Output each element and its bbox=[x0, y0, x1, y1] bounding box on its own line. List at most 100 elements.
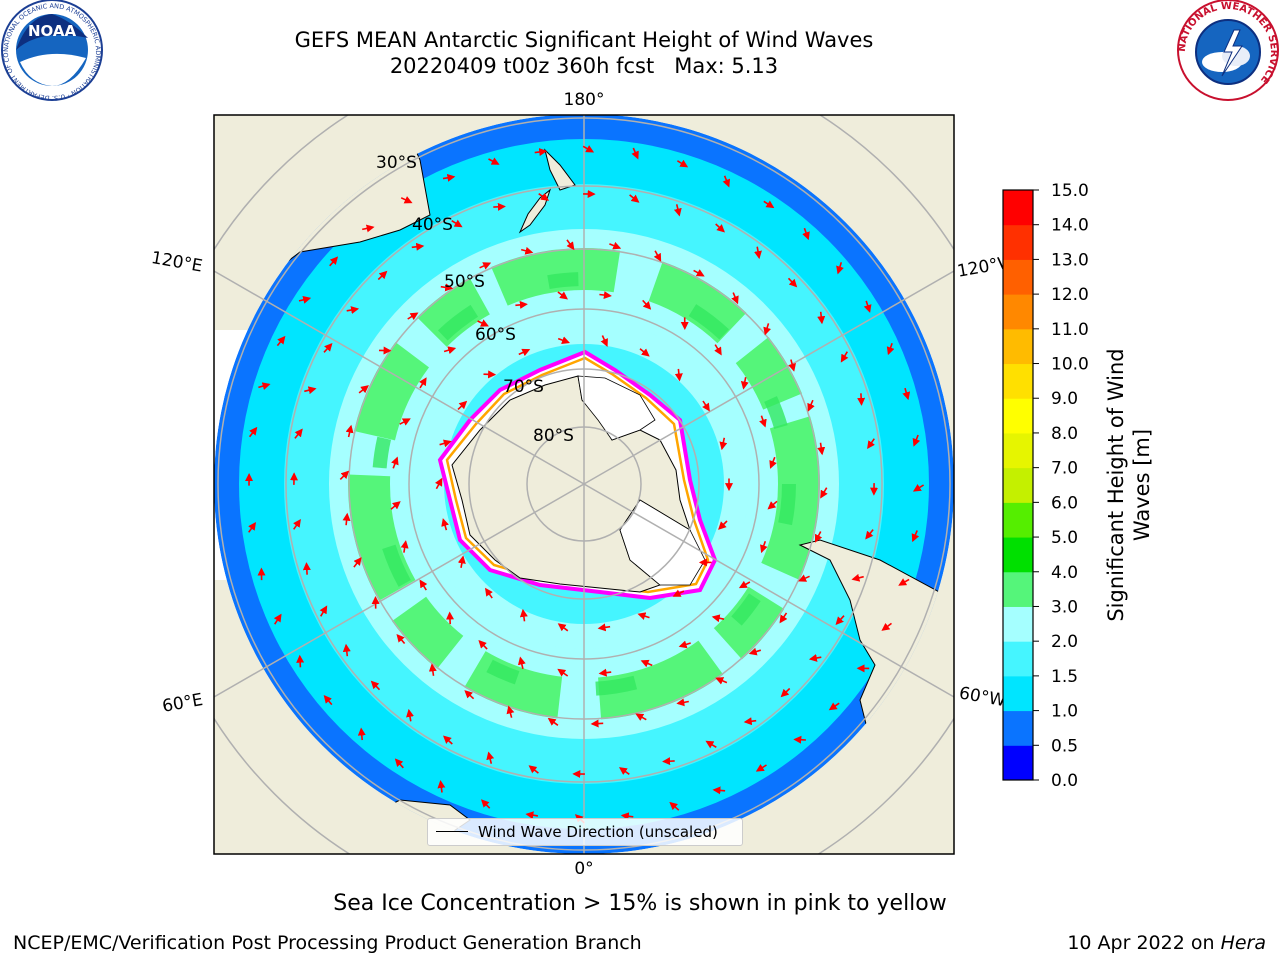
wave-direction-arrow bbox=[525, 811, 539, 820]
wave-direction-arrow bbox=[807, 399, 815, 412]
lon-label-0: 0° bbox=[574, 859, 593, 879]
wave-direction-arrow bbox=[629, 194, 640, 203]
wave-direction-arrow bbox=[390, 501, 401, 510]
wave-direction-arrow bbox=[711, 614, 725, 623]
lat-label-80s: 80°S bbox=[533, 426, 574, 446]
wave-direction-arrow bbox=[353, 557, 362, 568]
map-legend: Wind Wave Direction (unscaled) bbox=[427, 818, 743, 846]
wave-direction-arrow bbox=[719, 437, 728, 451]
wave-direction-arrow bbox=[486, 751, 495, 764]
lat-label-40s: 40°S bbox=[412, 215, 453, 235]
lon-label-180: 180° bbox=[564, 90, 605, 110]
wave-direction-arrow bbox=[673, 204, 682, 217]
wave-direction-arrow bbox=[631, 147, 639, 160]
wave-direction-arrow bbox=[759, 415, 767, 428]
new-zealand-north bbox=[544, 148, 576, 191]
wave-direction-arrow bbox=[557, 623, 569, 632]
wave-direction-arrow bbox=[480, 799, 491, 809]
credit-text: NCEP/EMC/Verification Post Processing Pr… bbox=[13, 932, 642, 954]
colorbar-swatch bbox=[1003, 745, 1033, 781]
wave-direction-arrow bbox=[557, 336, 571, 344]
wave-direction-arrow bbox=[712, 786, 726, 795]
wave-direction-arrow bbox=[767, 500, 778, 510]
map-axes: 30°S 40°S 50°S 60°S 70°S 80°S bbox=[214, 115, 954, 854]
wave-direction-arrow bbox=[358, 385, 369, 394]
wave-direction-arrow bbox=[590, 719, 604, 728]
date-stamp: 10 Apr 2022 on Hera bbox=[1067, 932, 1266, 954]
wave-direction-arrow bbox=[740, 377, 749, 390]
wave-direction-arrow bbox=[484, 587, 493, 599]
wave-direction-arrow bbox=[763, 323, 771, 336]
wave-direction-arrow bbox=[867, 438, 875, 450]
wave-direction-arrow bbox=[478, 639, 488, 650]
ross-ice-shelf bbox=[577, 375, 656, 441]
colorbar-frame bbox=[1002, 189, 1034, 781]
wave-direction-arrow bbox=[817, 442, 826, 456]
colorbar-tick-label: 7.0 bbox=[1051, 459, 1078, 479]
wave-direction-arrow bbox=[451, 219, 463, 228]
colorbar-swatch bbox=[1003, 675, 1033, 712]
wave-direction-arrow bbox=[464, 690, 475, 700]
wave-direction-arrow bbox=[639, 348, 650, 357]
wave-direction-arrow bbox=[443, 735, 453, 745]
colorbar-tick-label: 15.0 bbox=[1051, 181, 1089, 201]
wave-direction-arrow bbox=[400, 540, 409, 553]
wave-direction-arrow bbox=[329, 256, 339, 267]
wave-direction-arrow bbox=[370, 680, 381, 691]
lat-label-70s: 70°S bbox=[503, 377, 544, 397]
wave-direction-arrow bbox=[798, 574, 810, 582]
wave-direction-arrow bbox=[674, 368, 683, 382]
wave-direction-arrow bbox=[814, 531, 823, 543]
wave-direction-arrow bbox=[342, 512, 351, 526]
wave-direction-arrow bbox=[273, 613, 282, 625]
wave-direction-arrow bbox=[598, 668, 612, 677]
wave-direction-arrow bbox=[302, 562, 311, 575]
wave-direction-arrow bbox=[600, 335, 608, 347]
wave-direction-arrow bbox=[248, 521, 257, 533]
wave-direction-arrow bbox=[788, 359, 796, 372]
wave-direction-arrow bbox=[304, 386, 317, 395]
wave-direction-arrow bbox=[835, 615, 845, 625]
wave-direction-arrow bbox=[676, 698, 689, 707]
wave-direction-arrow bbox=[693, 269, 705, 277]
wave-direction-arrow bbox=[763, 200, 775, 209]
date-text: 10 Apr 2022 on bbox=[1067, 932, 1215, 954]
wave-direction-arrow bbox=[863, 300, 872, 313]
wave-direction-arrow bbox=[493, 202, 506, 211]
wave-direction-arrow bbox=[557, 291, 568, 300]
wave-direction-arrow bbox=[377, 270, 388, 281]
wave-direction-arrow bbox=[731, 292, 739, 305]
wave-direction-arrow bbox=[793, 735, 806, 744]
map-title: GEFS MEAN Antarctic Significant Height o… bbox=[294, 28, 874, 52]
wave-direction-arrow bbox=[298, 295, 312, 304]
wave-direction-arrow bbox=[912, 434, 921, 447]
host-name: Hera bbox=[1220, 932, 1266, 954]
wave-direction-arrow bbox=[828, 702, 840, 711]
wave-direction-arrow bbox=[323, 694, 333, 706]
wave-direction-arrow bbox=[457, 555, 466, 568]
wave-direction-arrow bbox=[276, 335, 286, 347]
wave-direction-arrow bbox=[662, 757, 675, 766]
wave-direction-arrow bbox=[865, 529, 874, 540]
wave-direction-arrow bbox=[400, 196, 413, 204]
wave-direction-arrow bbox=[722, 175, 731, 188]
wave-direction-arrow bbox=[597, 623, 611, 632]
wave-direction-arrow bbox=[676, 159, 689, 168]
colorbar-swatch bbox=[1003, 467, 1033, 503]
wave-direction-arrow bbox=[488, 157, 500, 165]
wave-direction-arrow bbox=[357, 727, 366, 741]
wave-direction-arrow bbox=[557, 668, 569, 677]
wave-direction-arrow bbox=[248, 426, 258, 438]
wave-direction-arrow bbox=[912, 484, 925, 492]
legend-line-sample bbox=[436, 831, 468, 832]
wave-direction-arrow bbox=[394, 758, 404, 769]
wave-direction-arrow bbox=[437, 780, 446, 793]
wave-direction-arrow bbox=[851, 573, 864, 582]
colorbar-swatch bbox=[1003, 537, 1033, 573]
wave-direction-arrow bbox=[881, 622, 892, 631]
wave-direction-arrow bbox=[534, 148, 548, 156]
colorbar-swatch bbox=[1003, 190, 1033, 226]
wave-direction-arrow bbox=[407, 312, 419, 321]
wave-direction-arrow bbox=[836, 262, 844, 275]
